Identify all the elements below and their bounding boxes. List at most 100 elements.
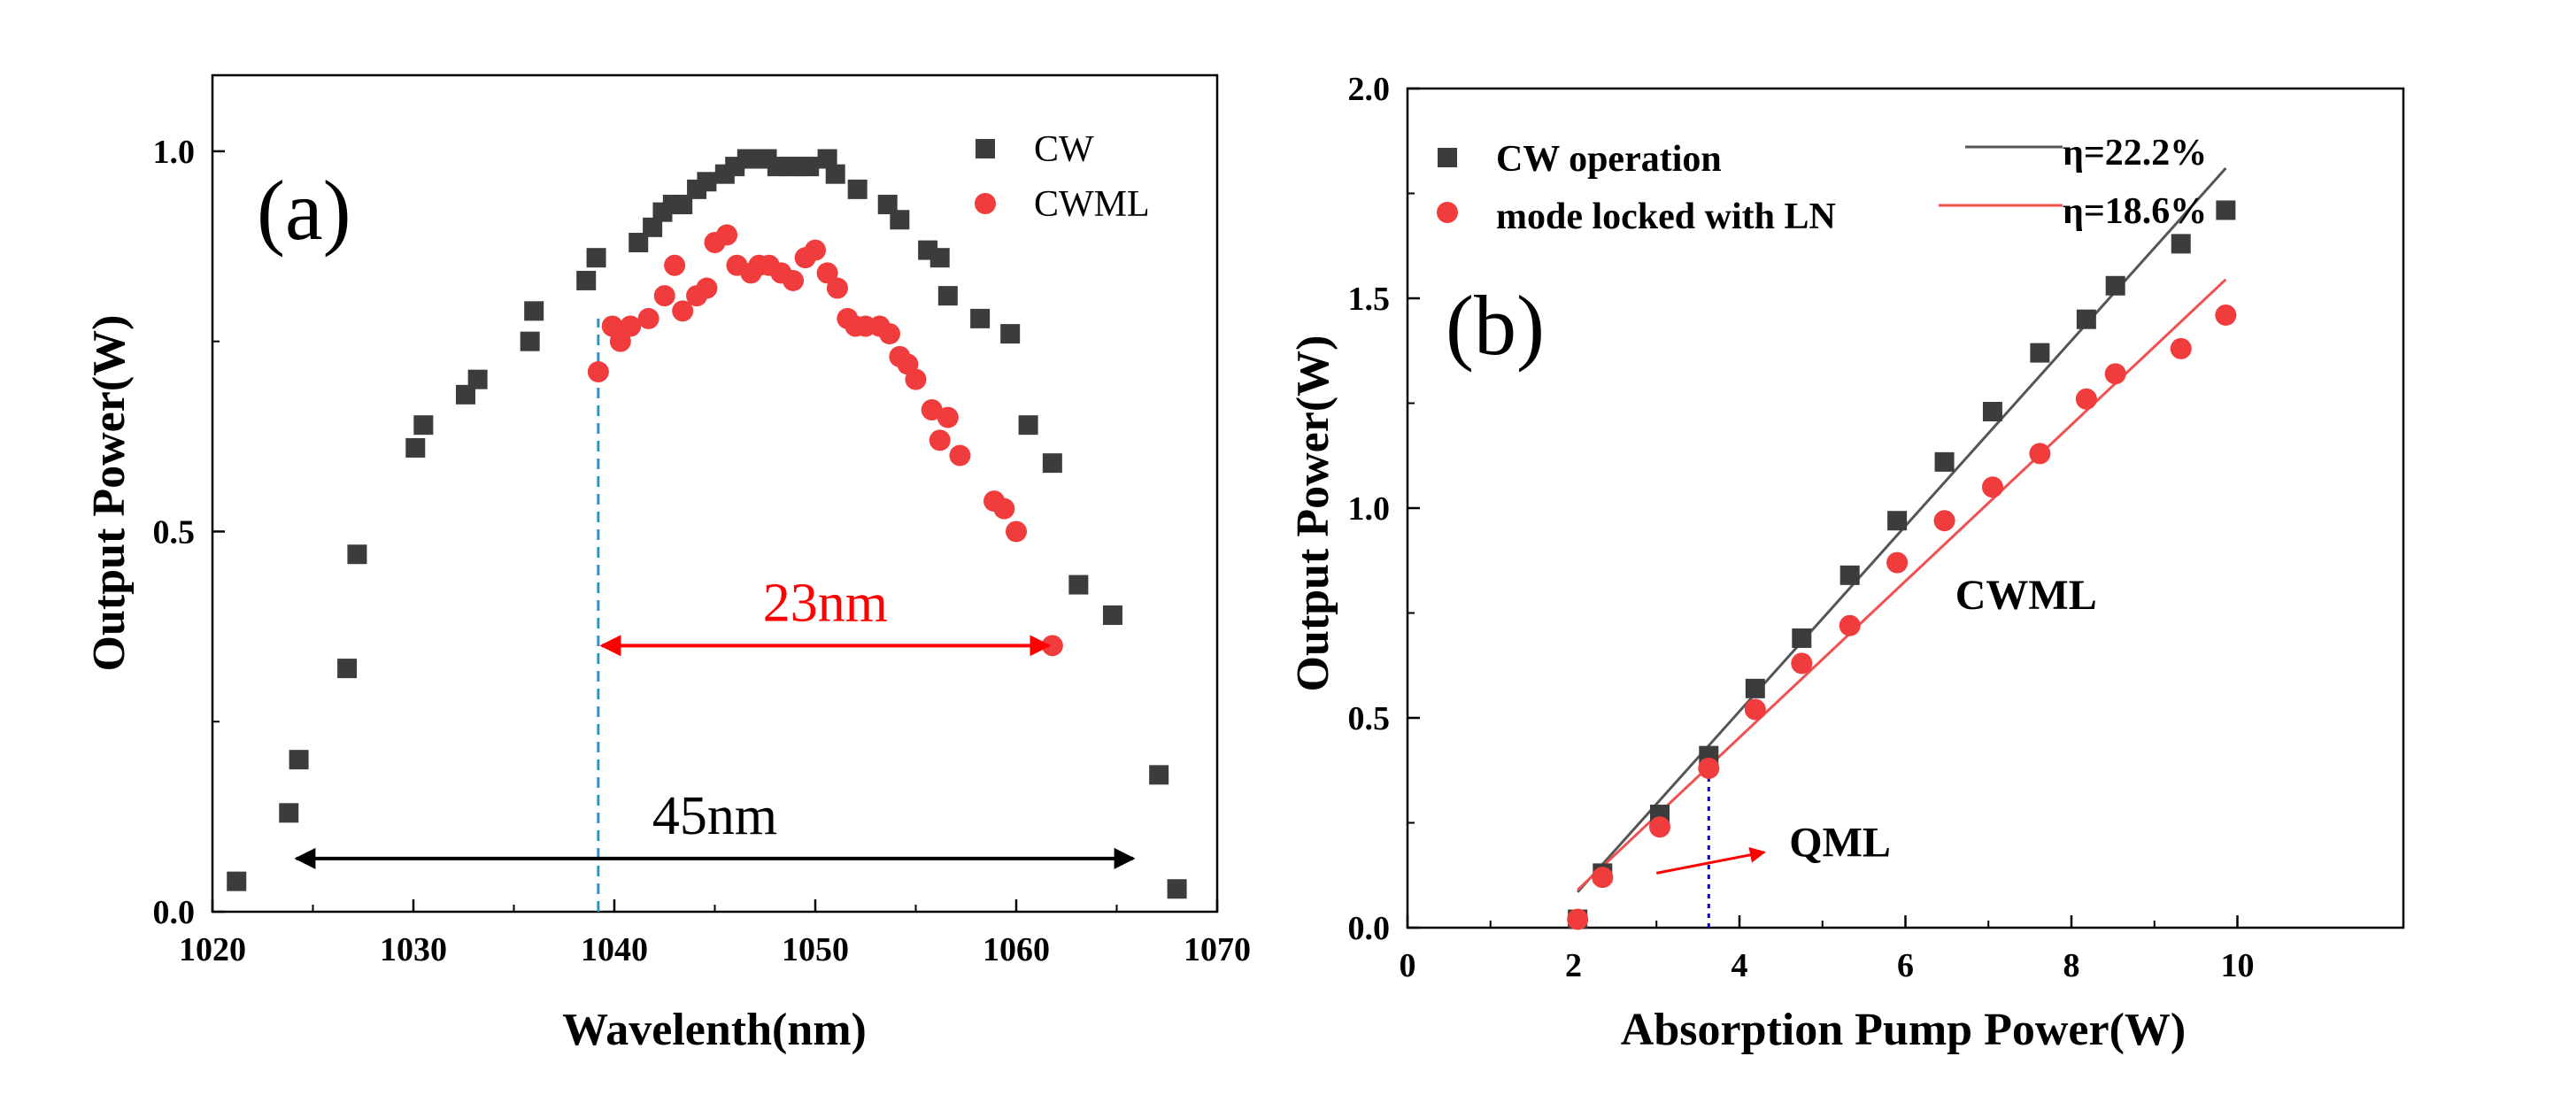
data-point-square bbox=[929, 248, 950, 268]
data-point-square bbox=[877, 195, 898, 215]
data-point-square bbox=[1792, 628, 1812, 648]
data-point-circle bbox=[783, 269, 805, 291]
data-point-circle bbox=[2170, 337, 2192, 359]
data-point-circle bbox=[1981, 476, 2003, 498]
data-point-circle bbox=[816, 262, 838, 284]
data-point-circle bbox=[1744, 698, 1766, 721]
data-point-circle bbox=[672, 300, 694, 322]
data-point-square bbox=[890, 210, 910, 230]
data-point-circle bbox=[2075, 388, 2097, 410]
legend-label-cwml: CWML bbox=[1034, 184, 1150, 225]
data-point-circle bbox=[2215, 304, 2237, 326]
legend-label-eta1: η=22.2% bbox=[2063, 133, 2207, 173]
data-point-square bbox=[643, 217, 663, 237]
data-point-circle bbox=[905, 368, 927, 390]
chart-b: 0 2 4 6 8 10 0.0 0.5 1.0 1.5 2.0 CWML QML (b) CW o… bbox=[1288, 71, 2405, 1055]
data-point-square bbox=[2076, 309, 2096, 329]
data-point-circle bbox=[1886, 551, 1909, 574]
legend-label-eta2: η=18.6% bbox=[2063, 191, 2207, 232]
legend-b: CW operation mode locked with LN η=22.2%… bbox=[1437, 133, 2207, 237]
data-point-square bbox=[825, 164, 845, 184]
data-point-square bbox=[337, 659, 358, 679]
data-point-circle bbox=[609, 330, 631, 352]
data-point-square bbox=[1839, 565, 1860, 585]
fit-line-2 bbox=[1577, 278, 2227, 891]
y-ticks-b: 0.0 0.5 1.0 1.5 2.0 bbox=[1348, 71, 1420, 947]
data-point-circle bbox=[993, 497, 1015, 520]
data-point-square bbox=[697, 172, 717, 192]
data-point-circle bbox=[620, 315, 642, 337]
data-point-square bbox=[1102, 605, 1122, 625]
data-point-circle bbox=[937, 406, 959, 428]
panel-label-b: (b) bbox=[1446, 278, 1545, 373]
y-tick-label: 1.0 bbox=[1348, 490, 1391, 528]
data-point-square bbox=[467, 369, 488, 389]
data-point-circle bbox=[1933, 510, 1955, 532]
legend-marker-mode-locked bbox=[1437, 202, 1458, 223]
y-axis-label-a: Output Power(W) bbox=[84, 315, 135, 672]
data-point-square bbox=[289, 750, 309, 770]
data-point-square bbox=[1167, 879, 1187, 899]
legend-label-mode-locked: mode locked with LN bbox=[1496, 197, 1836, 237]
data-point-circle bbox=[921, 399, 943, 420]
x-tick-label: 1040 bbox=[581, 931, 648, 968]
data-point-square bbox=[405, 437, 426, 458]
x-tick-label: 2 bbox=[1565, 947, 1582, 984]
data-point-square bbox=[456, 384, 476, 405]
legend-label-cw-operation: CW operation bbox=[1496, 139, 1722, 180]
panel-label-a: (a) bbox=[257, 163, 351, 258]
data-point-circle bbox=[949, 444, 971, 466]
data-point-circle bbox=[1567, 908, 1589, 930]
data-point-square bbox=[524, 301, 544, 321]
data-point-square bbox=[576, 270, 597, 290]
data-point-square bbox=[937, 286, 958, 306]
data-point-circle bbox=[2029, 443, 2051, 465]
series-mode-locked bbox=[1567, 304, 2237, 930]
x-tick-label: 1070 bbox=[1184, 931, 1251, 968]
data-point-circle bbox=[696, 277, 718, 299]
data-point-square bbox=[2216, 200, 2236, 220]
data-point-circle bbox=[1698, 757, 1720, 779]
data-point-square bbox=[2105, 275, 2125, 296]
y-tick-label: 0.5 bbox=[1348, 700, 1391, 737]
data-point-square bbox=[2030, 343, 2050, 363]
y-tick-label: 1.0 bbox=[153, 134, 196, 171]
data-point-square bbox=[1000, 324, 1021, 344]
annotations-a: 23nm 45nm bbox=[294, 573, 1136, 869]
x-axis-label-a: Wavelenth(nm) bbox=[562, 1005, 867, 1055]
legend-marker-cw bbox=[976, 139, 995, 158]
data-point-square bbox=[1018, 415, 1038, 436]
x-tick-label: 4 bbox=[1731, 947, 1748, 984]
data-point-circle bbox=[664, 254, 686, 276]
y-tick-label: 2.0 bbox=[1348, 71, 1391, 108]
data-point-square bbox=[347, 544, 367, 565]
annotations-b: CWML QML bbox=[1655, 572, 2097, 875]
data-point-square bbox=[1149, 765, 1169, 785]
x-ticks-a: 1020 1030 1040 1050 1060 1070 bbox=[179, 899, 1251, 968]
data-point-square bbox=[817, 149, 837, 169]
data-point-square bbox=[1745, 678, 1765, 698]
y-tick-label: 1.5 bbox=[1348, 281, 1391, 318]
data-point-square bbox=[520, 331, 540, 351]
y-ticks-a: 0.0 0.5 1.0 bbox=[153, 134, 225, 931]
y-axis-label-b: Output Power(W) bbox=[1288, 335, 1338, 692]
data-point-square bbox=[673, 195, 693, 215]
series-cwml bbox=[587, 224, 1063, 657]
data-point-square bbox=[970, 308, 991, 328]
chart-a: 1020 1030 1040 1050 1060 1070 0.0 0.5 1.0 23nm 4… bbox=[84, 73, 1251, 1055]
data-point-square bbox=[629, 233, 649, 252]
data-point-circle bbox=[1006, 520, 1027, 543]
data-point-square bbox=[1887, 511, 1908, 531]
data-point-circle bbox=[1592, 867, 1614, 889]
qml-arrow bbox=[1655, 846, 1766, 875]
data-point-circle bbox=[878, 323, 900, 345]
y-tick-label: 0.5 bbox=[153, 513, 196, 551]
data-point-square bbox=[1934, 451, 1955, 472]
x-tick-label: 1030 bbox=[380, 931, 447, 968]
data-point-square bbox=[1042, 453, 1062, 474]
data-point-circle bbox=[637, 307, 659, 329]
x-tick-label: 10 bbox=[2221, 947, 2255, 984]
x-tick-label: 1060 bbox=[983, 931, 1050, 968]
data-point-circle bbox=[653, 285, 675, 307]
data-point-square bbox=[279, 803, 299, 823]
